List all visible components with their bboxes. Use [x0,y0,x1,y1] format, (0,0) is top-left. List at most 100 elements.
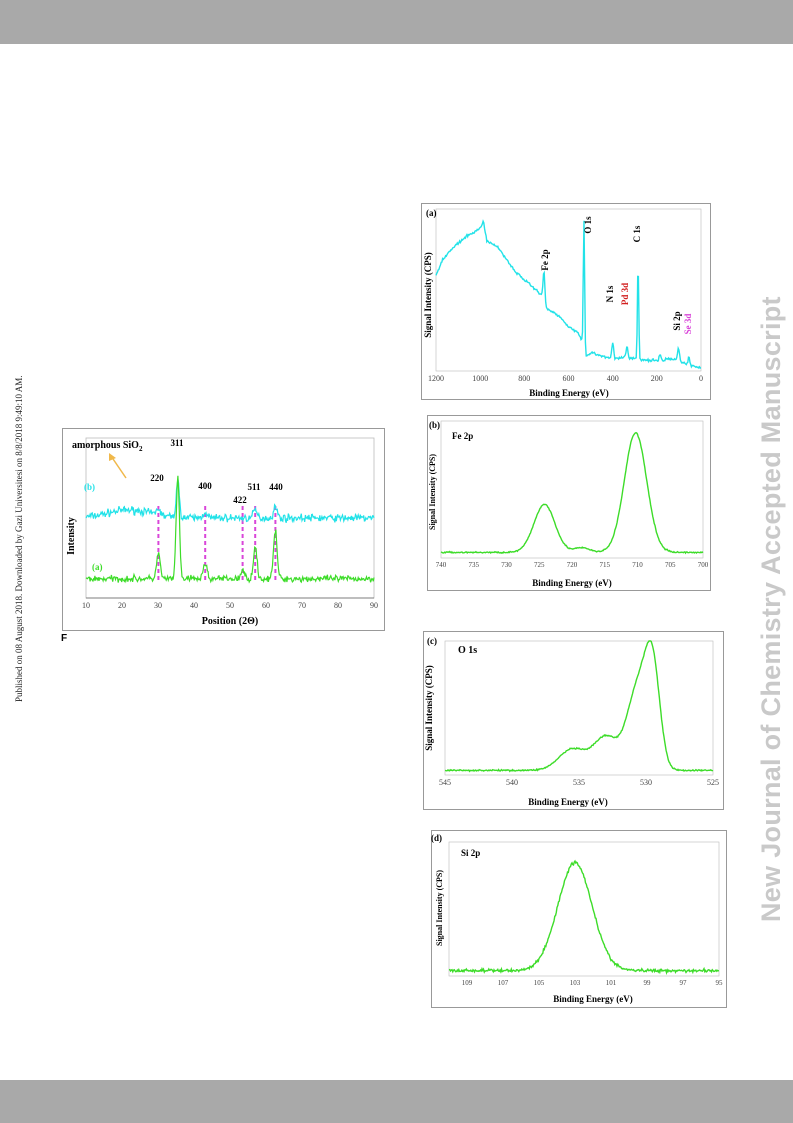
xrd-tick-label: 10 [82,601,90,610]
journal-watermark: New Journal of Chemistry Accepted Manusc… [756,296,786,922]
xrd-peak-311: 311 [170,438,184,448]
xps-survey-chart: (a) 1200 1000 800 600 400 200 0 Binding Energy… [421,203,711,400]
xrd-x-label: Position (2Θ) [202,616,258,627]
si2p-tick-label: 99 [644,979,652,987]
o1s-panel-label: (c) [427,636,437,646]
fe2p-tick-label: 735 [469,561,480,569]
si2p-y-label: Signal Intensity (CPS) [435,870,444,946]
si2p-tick-label: 97 [680,979,688,987]
o1s-tick-label: 530 [640,778,652,787]
survey-tick-label: 0 [699,374,703,383]
xrd-tick-label: 50 [226,601,234,610]
fe2p-tick-label: 720 [567,561,578,569]
fe2p-panel-label: (b) [429,420,440,430]
survey-x-label: Binding Energy (eV) [529,388,609,398]
si2p-series-group [448,859,720,976]
o1s-series-group [444,640,714,773]
survey-label-pd3d: Pd 3d [620,283,630,305]
o1s-y-label: Signal Intensity (CPS) [424,665,434,751]
o1s-tick-label: 535 [573,778,585,787]
survey-label-o1s: O 1s [583,216,593,234]
si2p-panel-label: (d) [431,833,442,843]
si2p-frame [431,830,727,1008]
fe2p-tick-label: 700 [698,561,709,569]
xrd-series-line-b [85,478,375,524]
survey-label-se3d: Se 3d [683,314,693,335]
o1s-title: O 1s [458,645,477,656]
amorphous-arrow-line [110,455,127,479]
o1s-x-label: Binding Energy (eV) [528,797,608,807]
si2p-tick-label: 105 [534,979,545,987]
o1s-plot-area [444,640,714,776]
fe2p-plot-area [440,420,704,559]
si2p-x-ticks: 109 107 105 103 101 99 97 95 [462,979,723,987]
o1s-tick-label: 540 [506,778,518,787]
fe2p-chart: (b) Fe 2p 740 735 730 725 720 715 710 705 700 Bi… [427,415,711,591]
si2p-title: Si 2p [461,848,480,858]
xrd-peak-400: 400 [198,481,212,491]
amorphous-label-main: amorphous SiO [72,440,139,451]
xrd-peak-440: 440 [269,482,283,492]
publication-note: Published on 08 August 2018. Downloaded … [14,375,24,703]
fe2p-frame [427,415,711,591]
amorphous-arrow-head [109,453,116,461]
xrd-x-ticks: 10 20 30 40 50 60 70 80 90 [82,601,378,610]
survey-series-line [435,219,701,370]
o1s-series-line [444,640,714,773]
survey-x-ticks: 1200 1000 800 600 400 200 0 [428,374,703,383]
xrd-peak-511: 511 [247,482,261,492]
fe2p-tick-label: 710 [632,561,643,569]
survey-y-label: Signal Intensity (CPS) [423,252,433,338]
survey-tick-label: 600 [563,374,575,383]
fe2p-tick-label: 740 [436,561,447,569]
xrd-y-label: Intensity [66,517,77,555]
survey-label-n1s: N 1s [605,285,615,302]
si2p-x-label: Binding Energy (eV) [553,994,633,1004]
survey-plot-area [435,208,702,372]
xrd-tick-label: 90 [370,601,378,610]
xrd-series-line-a [85,475,375,584]
xrd-series-group [85,475,375,584]
xrd-frame [62,428,385,631]
xrd-tick-label: 40 [190,601,198,610]
survey-tick-label: 1000 [472,374,488,383]
fe2p-series-line [440,431,704,555]
fe2p-tick-label: 715 [600,561,611,569]
fe2p-x-ticks: 740 735 730 725 720 715 710 705 700 [436,561,709,569]
si2p-series-line [448,859,720,976]
fe2p-tick-label: 725 [534,561,545,569]
xrd-peak-220: 220 [150,473,164,483]
xrd-series-a-label: (a) [92,562,103,572]
si2p-plot-area [448,841,720,977]
survey-label-fe2p: Fe 2p [540,249,550,270]
xrd-tick-label: 20 [118,601,126,610]
fe2p-tick-label: 730 [501,561,512,569]
survey-frame [421,203,711,400]
survey-panel-label: (a) [426,208,437,218]
xrd-series-b-label: (b) [84,482,95,492]
si2p-tick-label: 107 [498,979,509,987]
survey-label-si2p: Si 2p [672,311,682,330]
o1s-x-ticks: 545 540 535 530 525 [439,778,719,787]
o1s-chart: (c) O 1s 545 540 535 530 525 Binding Energy … [423,631,724,810]
survey-tick-label: 800 [518,374,530,383]
fe2p-series-group [440,431,704,555]
si2p-tick-label: 101 [606,979,617,987]
xrd-reference-lines [157,506,277,580]
xrd-tick-label: 80 [334,601,342,610]
survey-tick-label: 1200 [428,374,444,383]
xrd-tick-label: 60 [262,601,270,610]
survey-series-group [435,219,701,370]
survey-tick-label: 200 [651,374,663,383]
xrd-tick-label: 30 [154,601,162,610]
o1s-frame [423,631,724,810]
o1s-tick-label: 545 [439,778,451,787]
survey-tick-label: 400 [607,374,619,383]
xrd-peak-422: 422 [233,495,247,505]
fe2p-tick-label: 705 [665,561,676,569]
header-band [0,0,793,44]
si2p-tick-label: 109 [462,979,473,987]
o1s-tick-label: 525 [707,778,719,787]
fe2p-x-label: Binding Energy (eV) [532,578,612,588]
si2p-chart: (d) Si 2p 109 107 105 103 101 99 97 95 Binding … [431,830,727,1008]
